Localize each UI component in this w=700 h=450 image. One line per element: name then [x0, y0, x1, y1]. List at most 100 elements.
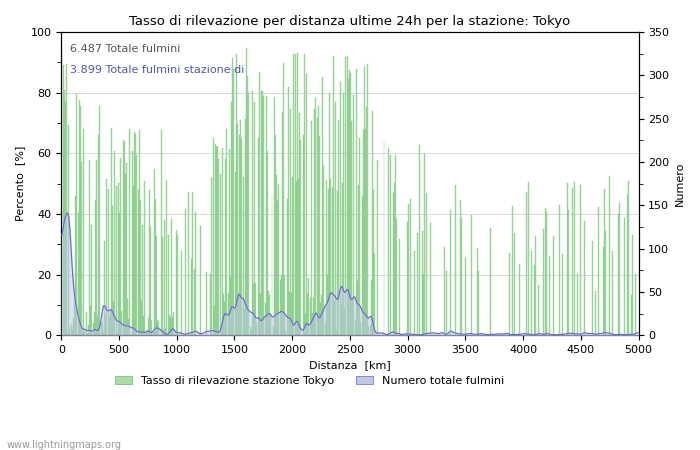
Bar [290, 109, 291, 335]
Bar [340, 82, 341, 335]
Bar [592, 241, 594, 335]
Bar [227, 129, 228, 335]
Bar [237, 124, 238, 335]
Bar [293, 54, 295, 335]
Bar [371, 280, 372, 335]
Bar [296, 181, 297, 335]
Bar [478, 270, 480, 335]
Bar [364, 67, 365, 335]
Bar [108, 316, 110, 335]
Bar [98, 135, 99, 335]
Bar [89, 160, 90, 335]
Bar [251, 329, 252, 335]
Bar [66, 64, 67, 335]
Bar [181, 251, 183, 335]
Bar [92, 323, 94, 335]
Bar [410, 199, 411, 335]
Bar [195, 212, 196, 335]
Bar [284, 275, 285, 335]
Bar [125, 174, 126, 335]
X-axis label: Distanza  [km]: Distanza [km] [309, 360, 391, 370]
Bar [200, 226, 201, 335]
Bar [446, 271, 447, 335]
Bar [149, 190, 150, 335]
Bar [374, 253, 375, 335]
Bar [247, 76, 248, 335]
Bar [147, 331, 148, 335]
Bar [477, 248, 478, 335]
Bar [343, 93, 344, 335]
Bar [136, 155, 137, 335]
Bar [372, 111, 373, 335]
Bar [154, 169, 155, 335]
Bar [553, 236, 554, 335]
Bar [244, 309, 245, 335]
Bar [155, 199, 156, 335]
Bar [116, 186, 117, 335]
Bar [142, 225, 144, 335]
Bar [323, 166, 324, 335]
Text: 6.487 Totale fulmini: 6.487 Totale fulmini [70, 44, 181, 54]
Bar [460, 200, 461, 335]
Bar [423, 274, 424, 335]
Bar [283, 63, 284, 335]
Bar [76, 94, 78, 335]
Bar [388, 148, 389, 335]
Bar [94, 312, 95, 335]
Bar [119, 213, 120, 335]
Bar [274, 96, 275, 335]
Bar [215, 144, 216, 335]
Bar [351, 122, 352, 335]
Y-axis label: Numero: Numero [675, 162, 685, 206]
Bar [228, 293, 229, 335]
Bar [373, 190, 374, 335]
Bar [545, 208, 546, 335]
Bar [337, 191, 338, 335]
Bar [241, 140, 242, 335]
Bar [424, 154, 425, 335]
Bar [604, 189, 605, 335]
Bar [268, 291, 269, 335]
Bar [163, 330, 164, 335]
Bar [359, 139, 360, 335]
Bar [72, 329, 73, 335]
Bar [229, 149, 230, 335]
Bar [533, 265, 535, 335]
Bar [395, 155, 396, 335]
Bar [603, 248, 604, 335]
Bar [216, 147, 217, 335]
Bar [365, 129, 366, 335]
Bar [329, 93, 330, 335]
Bar [568, 210, 569, 335]
Bar [322, 77, 323, 335]
Bar [135, 134, 136, 335]
Bar [321, 295, 322, 335]
Bar [234, 171, 235, 335]
Bar [188, 192, 190, 335]
Bar [326, 180, 327, 335]
Bar [635, 274, 636, 335]
Bar [88, 325, 89, 335]
Bar [165, 329, 167, 335]
Bar [612, 251, 613, 335]
Bar [82, 332, 83, 335]
Bar [356, 69, 357, 335]
Bar [471, 215, 472, 335]
Bar [396, 219, 397, 335]
Bar [126, 163, 127, 335]
Bar [358, 185, 359, 335]
Bar [307, 294, 308, 335]
Bar [609, 176, 610, 335]
Bar [67, 333, 68, 335]
Bar [514, 233, 515, 335]
Bar [408, 204, 409, 335]
Bar [122, 140, 123, 335]
Bar [150, 226, 151, 335]
Bar [318, 136, 320, 335]
Bar [350, 73, 351, 335]
Bar [118, 183, 119, 335]
Bar [455, 185, 456, 335]
Bar [276, 175, 277, 335]
Bar [233, 69, 235, 335]
Bar [238, 292, 239, 335]
